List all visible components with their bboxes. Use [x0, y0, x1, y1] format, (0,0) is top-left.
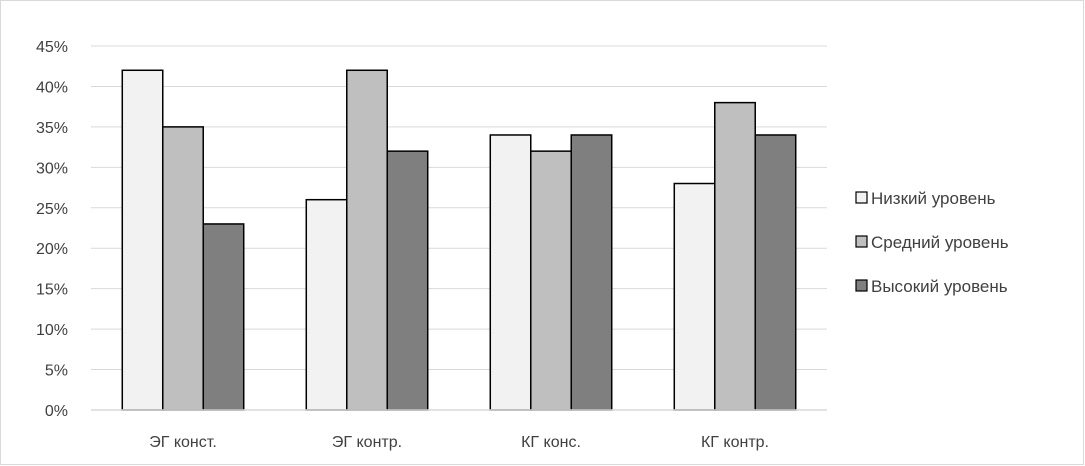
bar — [570, 134, 613, 411]
x-category-label: ЭГ контр. — [332, 434, 402, 451]
legend-item: Низкий уровень — [855, 189, 996, 208]
bar — [489, 134, 532, 411]
bar — [121, 69, 164, 411]
y-tick-label: 40% — [36, 79, 68, 96]
legend-label: Высокий уровень — [871, 277, 1008, 296]
x-category-label: КГ конс. — [521, 434, 581, 451]
bar — [386, 150, 429, 411]
bar — [530, 150, 572, 411]
legend-item: Средний уровень — [855, 233, 1009, 252]
legend: Низкий уровень Средний уровень Высокий уро… — [855, 189, 1009, 296]
x-axis-category-labels: ЭГ конст. ЭГ контр. КГ конс. КГ контр. — [149, 434, 769, 451]
bar — [754, 134, 797, 411]
x-category-label: ЭГ конст. — [149, 434, 217, 451]
legend-label: Низкий уровень — [871, 189, 996, 208]
y-tick-label: 45% — [36, 39, 68, 56]
y-tick-label: 35% — [36, 120, 68, 137]
y-tick-label: 20% — [36, 241, 68, 258]
bar — [346, 69, 388, 411]
y-tick-label: 25% — [36, 201, 68, 218]
bar — [673, 182, 716, 411]
bars — [121, 69, 797, 411]
bar — [202, 223, 245, 411]
bar — [305, 198, 348, 411]
legend-swatch — [855, 191, 868, 204]
y-tick-label: 15% — [36, 282, 68, 299]
bar — [714, 101, 756, 411]
y-axis-tick-labels: 0% 5% 10% 15% 20% 25% 30% 35% 40% 45% — [36, 39, 68, 420]
bar — [162, 126, 204, 411]
x-category-label: КГ контр. — [701, 434, 769, 451]
legend-label: Средний уровень — [871, 233, 1009, 252]
y-tick-label: 5% — [45, 363, 68, 380]
legend-item: Высокий уровень — [855, 277, 1008, 296]
y-tick-label: 0% — [45, 403, 68, 420]
y-tick-label: 30% — [36, 160, 68, 177]
y-tick-label: 10% — [36, 322, 68, 339]
legend-swatch — [855, 235, 868, 248]
legend-swatch — [855, 279, 868, 292]
